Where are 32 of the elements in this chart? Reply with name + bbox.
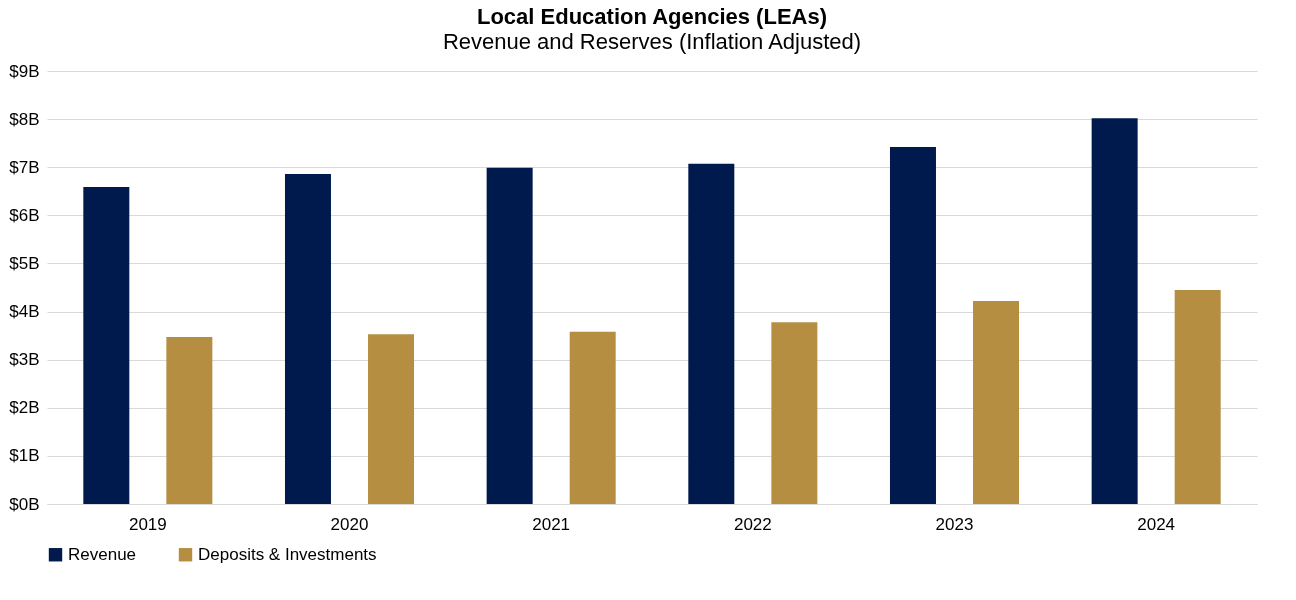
bar [486,167,533,504]
y-tick-label: $1B [9,446,40,466]
y-tick-label: $6B [9,205,40,225]
y-tick-label: $9B [9,61,40,81]
bar [83,186,130,504]
y-tick-label: $7B [9,157,40,177]
y-tick-label: $3B [9,350,40,370]
x-tick-label: 2024 [1137,514,1176,534]
x-tick-label: 2019 [128,514,167,534]
bar [688,163,735,504]
bar [166,337,213,504]
bar [1091,118,1138,504]
legend-label: Deposits & Investments [198,544,377,564]
bar [771,322,818,504]
x-tick-label: 2023 [935,514,974,534]
x-tick-label: 2022 [733,514,772,534]
y-tick-label: $8B [9,109,40,129]
bar [569,331,616,504]
y-tick-label: $2B [9,398,40,418]
chart-subtitle: Revenue and Reserves (Inflation Adjusted) [442,29,862,54]
bar [889,147,936,504]
chart-title: Local Education Agencies (LEAs) [476,4,828,29]
x-tick-label: 2020 [330,514,369,534]
legend-label: Revenue [68,544,137,564]
bar [368,334,415,504]
x-tick-label: 2021 [532,514,571,534]
y-tick-label: $4B [9,302,40,322]
y-tick-label: $0B [9,494,40,514]
bar [284,173,331,504]
y-tick-label: $5B [9,253,40,273]
bar [1174,289,1221,504]
bar [973,300,1020,504]
